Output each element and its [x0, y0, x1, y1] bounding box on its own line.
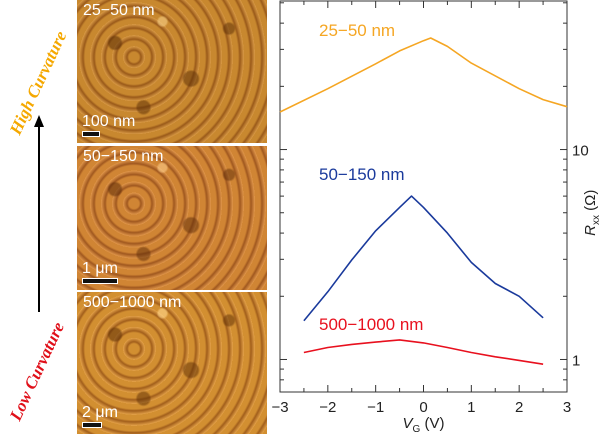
series-line-1: [279, 37, 568, 113]
x-tick-label: 1: [467, 399, 475, 416]
image-label: 25−50 nm: [83, 2, 155, 19]
x-tick-label: 2: [515, 399, 523, 416]
scale-label: 1 μm: [82, 260, 118, 277]
scale-bar: [82, 422, 102, 428]
x-axis-label: VG (V): [403, 415, 445, 434]
image-label: 500−1000 nm: [83, 294, 182, 311]
x-tick-label: −1: [367, 399, 384, 416]
sem-image-500-1000nm: 500−1000 nm 2 μm: [77, 292, 267, 434]
sem-image-25-50nm: 25−50 nm 100 nm: [77, 0, 267, 143]
scale-label: 100 nm: [82, 113, 136, 130]
arrow-up-icon: [34, 115, 44, 312]
y-axis-label: Rxx (Ω): [582, 190, 600, 236]
scale-label: 2 μm: [82, 404, 118, 421]
scale-bar: [82, 278, 118, 284]
series-label: 25−50 nm: [319, 21, 395, 40]
image-label: 50−150 nm: [83, 148, 164, 165]
x-tick-label: 3: [563, 399, 571, 416]
x-tick-label: −2: [319, 399, 336, 416]
series-label: 50−150 nm: [319, 165, 405, 184]
series-label: 500−1000 nm: [319, 315, 423, 334]
x-tick-label: 0: [419, 399, 427, 416]
y-tick-label: 10: [572, 143, 589, 160]
sem-image-50-150nm: 50−150 nm 1 μm: [77, 146, 267, 290]
series-line-2: [303, 195, 544, 322]
y-tick-label: 1: [572, 352, 580, 369]
x-tick-label: −3: [271, 399, 288, 416]
scale-bar: [82, 131, 100, 137]
series-line-3: [303, 339, 544, 365]
